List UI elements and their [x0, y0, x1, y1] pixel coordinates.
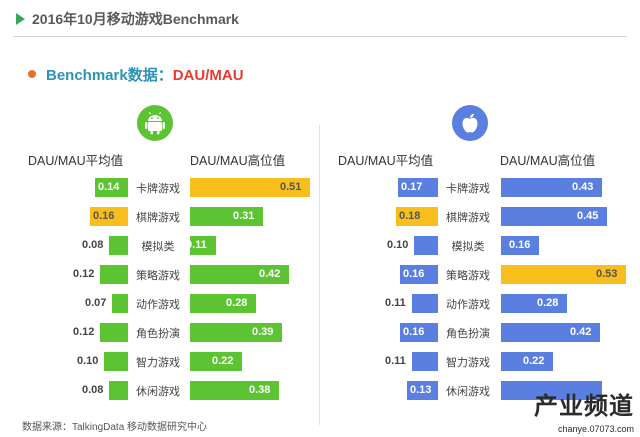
watermark-url: chanye.07073.com	[557, 424, 634, 434]
android-avg-bar	[104, 352, 128, 371]
ios-high-bar	[501, 178, 602, 197]
android-category-label: 角色扮演	[136, 328, 180, 340]
ios-high-header: DAU/MAU高位值	[500, 154, 596, 168]
ios-avg-bar	[412, 352, 438, 371]
android-avg-label: 0.10	[77, 355, 99, 367]
ios-avg-bar	[412, 294, 438, 313]
ios-category-label: 角色扮演	[446, 328, 490, 340]
android-category-label: 动作游戏	[136, 299, 180, 311]
android-category-label: 模拟类	[141, 241, 175, 253]
android-category-label: 卡牌游戏	[136, 183, 180, 195]
android-high-label: 0.51	[280, 181, 302, 193]
android-high-bar	[190, 352, 242, 371]
android-high-label: 0.31	[233, 210, 255, 222]
android-avg-label: 0.07	[85, 297, 107, 309]
chart-subtitle: Benchmark数据：DAU/MAU	[46, 64, 244, 85]
android-high-bar	[190, 381, 279, 400]
ios-high-label: 0.22	[523, 355, 545, 367]
ios-high-label: 0.53	[596, 268, 618, 280]
ios-avg-bar	[414, 236, 438, 255]
watermark-text: 产业频道	[534, 393, 634, 420]
android-avg-bar	[95, 178, 128, 197]
ios-category-label: 智力游戏	[446, 357, 490, 369]
android-avg-bar	[109, 381, 128, 400]
data-source: 数据来源：TalkingData 移动数据研究中心	[22, 422, 208, 433]
subtitle-metric: DAU/MAU	[172, 67, 244, 84]
ios-high-label: 0.28	[537, 297, 559, 309]
android-avg-label: 0.16	[93, 210, 115, 222]
ios-avg-label: 0.16	[403, 326, 425, 338]
android-high-bar	[190, 236, 216, 255]
subtitle-prefix: Benchmark数据：	[46, 67, 173, 84]
android-category-label: 休闲游戏	[136, 386, 180, 398]
android-high-header: DAU/MAU高位值	[190, 154, 286, 168]
ios-avg-label: 0.13	[410, 384, 432, 396]
ios-avg-bar	[400, 323, 438, 342]
ios-high-bar	[501, 294, 567, 313]
ios-high-label: 0.45	[577, 210, 599, 222]
apple-icon	[452, 105, 488, 141]
android-avg-label: 0.08	[82, 239, 104, 251]
ios-category-label: 策略游戏	[446, 270, 490, 282]
ios-category-label: 休闲游戏	[446, 386, 490, 398]
android-avg-bar	[112, 294, 128, 313]
android-category-label: 智力游戏	[136, 357, 180, 369]
android-avg-header: DAU/MAU平均值	[28, 154, 124, 168]
ios-avg-label: 0.11	[385, 297, 406, 309]
ios-avg-header: DAU/MAU平均值	[338, 154, 434, 168]
android-high-label: 0.42	[259, 268, 281, 280]
android-high-bar	[190, 265, 289, 284]
ios-avg-bar	[398, 178, 438, 197]
android-avg-bar	[90, 207, 128, 226]
watermark: 产业频道 chanye.07073.com	[528, 385, 640, 437]
android-high-label: 0.22	[212, 355, 234, 367]
ios-high-bar	[501, 265, 626, 284]
panel-divider	[319, 125, 320, 425]
ios-high-bar	[501, 207, 607, 226]
android-high-label: 0.11	[186, 239, 207, 251]
android-avg-label: 0.08	[82, 384, 104, 396]
ios-avg-label: 0.17	[401, 181, 423, 193]
android-avg-bar	[109, 236, 128, 255]
android-high-label: 0.28	[226, 297, 248, 309]
android-icon	[137, 105, 173, 141]
ios-high-label: 0.42	[570, 326, 592, 338]
ios-category-label: 棋牌游戏	[446, 212, 490, 224]
ios-avg-label: 0.18	[399, 210, 421, 222]
android-category-label: 策略游戏	[136, 270, 180, 282]
ios-category-label: 卡牌游戏	[446, 183, 490, 195]
header-divider	[14, 36, 626, 37]
ios-high-bar	[501, 381, 602, 400]
android-high-bar	[190, 207, 263, 226]
ios-high-bar	[501, 236, 539, 255]
android-avg-bar	[100, 265, 128, 284]
android-high-bar	[190, 323, 282, 342]
android-high-label: 0.38	[249, 384, 271, 396]
ios-high-label: 0.16	[509, 239, 531, 251]
ios-avg-bar	[407, 381, 438, 400]
android-avg-label: 0.12	[73, 268, 95, 280]
ios-avg-label: 0.11	[385, 355, 406, 367]
ios-avg-bar	[396, 207, 438, 226]
android-avg-bar	[100, 323, 128, 342]
android-avg-label: 0.12	[73, 326, 95, 338]
ios-category-label: 动作游戏	[446, 299, 490, 311]
android-avg-label: 0.14	[98, 181, 120, 193]
bullet-dot-icon	[28, 70, 36, 78]
ios-avg-label: 0.16	[403, 268, 425, 280]
android-high-bar	[190, 294, 256, 313]
android-high-label: 0.39	[252, 326, 274, 338]
android-high-bar	[190, 178, 310, 197]
header-arrow-icon	[16, 13, 25, 25]
page-title: 2016年10月移动游戏Benchmark	[32, 11, 239, 27]
ios-high-bar	[501, 323, 600, 342]
ios-avg-label: 0.10	[387, 239, 409, 251]
ios-high-label: 0.43	[572, 181, 594, 193]
android-category-label: 棋牌游戏	[136, 212, 180, 224]
ios-high-bar	[501, 352, 553, 371]
ios-avg-bar	[400, 265, 438, 284]
ios-category-label: 模拟类	[451, 241, 485, 253]
